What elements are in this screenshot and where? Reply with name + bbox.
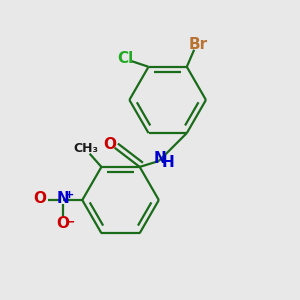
Text: O: O <box>56 216 69 231</box>
Text: −: − <box>64 215 75 228</box>
Text: N: N <box>153 151 166 166</box>
Text: Cl: Cl <box>117 51 133 66</box>
Text: H: H <box>161 155 174 170</box>
Text: +: + <box>65 190 74 200</box>
Text: O: O <box>103 137 116 152</box>
Text: N: N <box>56 191 69 206</box>
Text: O: O <box>33 191 46 206</box>
Text: CH₃: CH₃ <box>74 142 99 155</box>
Text: Br: Br <box>189 37 208 52</box>
